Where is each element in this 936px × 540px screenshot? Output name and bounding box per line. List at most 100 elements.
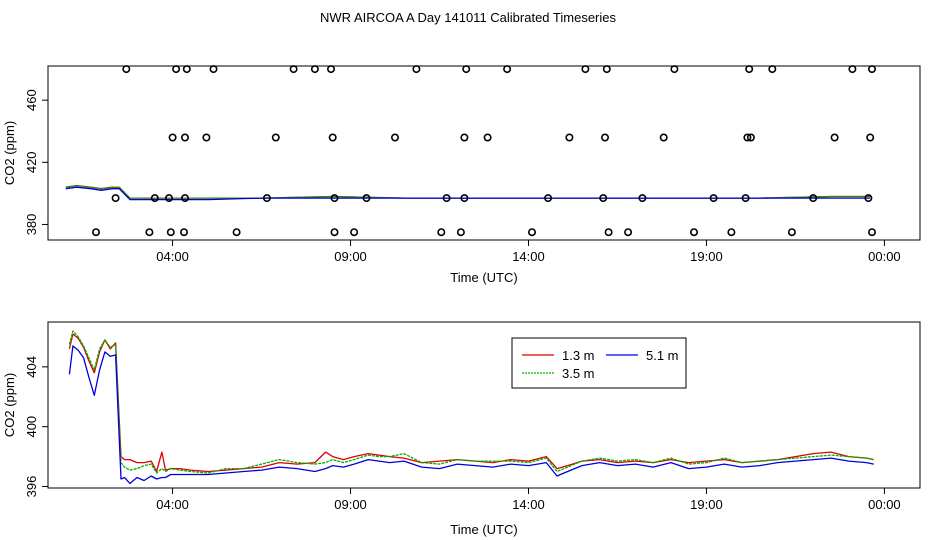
- check-value-marker: [659, 133, 668, 142]
- check-value-marker: [867, 228, 876, 237]
- bottom-y-axis: 396 400 404: [24, 356, 48, 497]
- check-value-marker: [172, 65, 181, 74]
- check-value-marker: [111, 194, 120, 203]
- check-value-marker: [168, 133, 177, 142]
- check-value-marker: [462, 65, 471, 74]
- top-series-1-3-m: [65, 184, 871, 199]
- legend-label-3-5m: 3.5 m: [562, 366, 595, 381]
- check-value-marker: [867, 65, 876, 74]
- check-value-marker: [503, 65, 512, 74]
- check-value-marker: [165, 194, 174, 203]
- top-y-tick-label: 420: [24, 151, 39, 173]
- bottom-y-tick-label: 404: [24, 356, 39, 378]
- check-value-marker: [166, 228, 175, 237]
- check-value-marker: [599, 194, 608, 203]
- bottom-y-tick-label: 400: [24, 416, 39, 438]
- top-y-tick-label: 380: [24, 214, 39, 236]
- check-value-marker: [456, 228, 465, 237]
- bottom-panel: 04:00 09:00 14:00 19:00 00:00 396 400 404 Time…: [2, 321, 921, 537]
- check-value-marker: [209, 65, 218, 74]
- check-value-marker: [768, 65, 777, 74]
- bottom-x-tick-label: 04:00: [156, 497, 189, 512]
- chart-title: NWR AIRCOA A Day 141011 Calibrated Times…: [320, 10, 616, 25]
- bottom-plot-frame: [47, 321, 921, 489]
- top-x-tick-label: 09:00: [334, 249, 367, 264]
- check-value-marker: [310, 65, 319, 74]
- top-y-tick-label: 460: [24, 89, 39, 111]
- bottom-x-axis: 04:00 09:00 14:00 19:00 00:00: [156, 488, 901, 512]
- check-value-marker: [741, 194, 750, 203]
- check-value-marker: [830, 133, 839, 142]
- check-value-marker: [145, 228, 154, 237]
- top-x-tick-label: 04:00: [156, 249, 189, 264]
- bottom-series-3-5-m: [68, 330, 874, 474]
- legend: 1.3 m 5.1 m 3.5 m: [511, 337, 687, 389]
- check-value-marker: [483, 133, 492, 142]
- check-value-marker: [122, 65, 131, 74]
- check-value-marker: [442, 194, 451, 203]
- check-value-marker: [262, 194, 271, 203]
- check-value-marker: [604, 228, 613, 237]
- check-value-marker: [709, 194, 718, 203]
- check-value-marker: [600, 133, 609, 142]
- check-value-marker: [180, 228, 189, 237]
- check-value-marker: [581, 65, 590, 74]
- bottom-series-5-1-m: [68, 345, 874, 485]
- check-value-marker: [809, 194, 818, 203]
- bottom-x-tick-label: 00:00: [868, 497, 901, 512]
- check-value-marker: [362, 194, 371, 203]
- check-value-marker: [330, 228, 339, 237]
- check-value-marker: [848, 65, 857, 74]
- check-value-marker: [390, 133, 399, 142]
- top-x-axis: 04:00 09:00 14:00 19:00 00:00: [156, 240, 901, 264]
- bottom-y-tick-label: 396: [24, 476, 39, 498]
- check-value-marker: [232, 228, 241, 237]
- check-value-marker: [181, 133, 190, 142]
- check-value-marker: [743, 133, 752, 142]
- check-value-marker: [746, 133, 755, 142]
- check-value-marker: [864, 194, 873, 203]
- top-x-tick-label: 19:00: [690, 249, 723, 264]
- bottom-series-group: [68, 330, 874, 485]
- check-value-marker: [689, 228, 698, 237]
- check-value-marker: [565, 133, 574, 142]
- check-value-marker: [745, 65, 754, 74]
- check-value-marker: [92, 228, 101, 237]
- check-value-marker: [328, 133, 337, 142]
- check-value-marker: [460, 194, 469, 203]
- top-y-axis-label: CO2 (ppm): [2, 121, 17, 185]
- bottom-x-tick-label: 19:00: [690, 497, 723, 512]
- check-value-marker: [330, 194, 339, 203]
- check-value-marker: [182, 65, 191, 74]
- check-value-marker: [624, 228, 633, 237]
- check-value-marker: [727, 228, 736, 237]
- check-value-marker: [289, 65, 298, 74]
- bottom-x-axis-label: Time (UTC): [450, 522, 517, 537]
- top-x-tick-label: 00:00: [868, 249, 901, 264]
- check-value-marker: [602, 65, 611, 74]
- check-value-marker: [350, 228, 359, 237]
- check-value-marker: [460, 133, 469, 142]
- check-value-marker: [202, 133, 211, 142]
- check-value-marker: [150, 194, 159, 203]
- check-value-marker: [527, 228, 536, 237]
- bottom-y-axis-label: CO2 (ppm): [2, 373, 17, 437]
- check-value-marker: [787, 228, 796, 237]
- legend-label-5-1m: 5.1 m: [646, 348, 679, 363]
- check-value-marker: [271, 133, 280, 142]
- legend-box: [511, 337, 687, 389]
- top-series-group: [65, 184, 871, 201]
- check-value-marker: [670, 65, 679, 74]
- legend-label-1-3m: 1.3 m: [562, 348, 595, 363]
- check-value-marker: [181, 194, 190, 203]
- bottom-x-tick-label: 14:00: [512, 497, 545, 512]
- top-x-axis-label: Time (UTC): [450, 270, 517, 285]
- top-series-5-1-m: [65, 186, 871, 201]
- bottom-series-1-3-m: [68, 333, 874, 473]
- top-panel: 04:00 09:00 14:00 19:00 00:00 380 420 460 Time…: [2, 65, 921, 285]
- top-markers-group: [92, 65, 876, 237]
- check-value-marker: [326, 65, 335, 74]
- top-series-3-5-m: [65, 184, 871, 199]
- check-value-marker: [544, 194, 553, 203]
